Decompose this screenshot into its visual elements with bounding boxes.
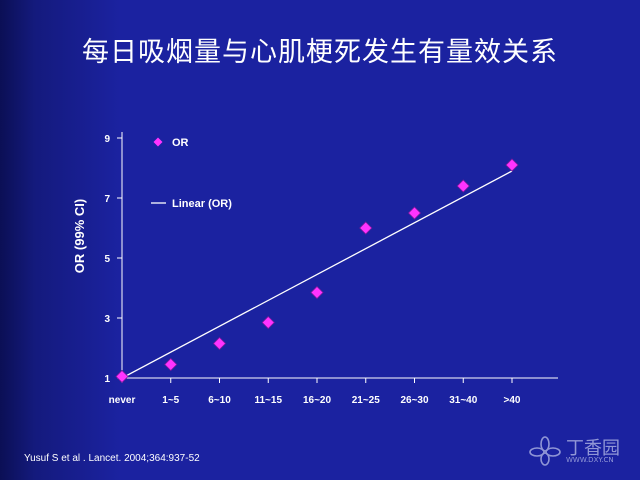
x-tick-label: 16~20	[303, 395, 332, 406]
x-tick-label: 26~30	[400, 395, 429, 406]
watermark-text: 丁香园	[566, 438, 620, 459]
x-tick-label: 31~40	[449, 395, 478, 406]
y-axis-label: OR (99% CI)	[72, 199, 87, 273]
x-tick-label: >40	[504, 395, 521, 406]
x-tick-label: never	[109, 395, 136, 406]
y-tick-label: 1	[104, 374, 110, 385]
legend-diamond-marker	[153, 137, 163, 147]
x-tick-label: 6~10	[208, 395, 231, 406]
or-data-point	[505, 158, 519, 172]
y-tick-label: 3	[104, 314, 110, 325]
or-data-point	[310, 285, 324, 300]
y-tick-label: 5	[104, 254, 110, 265]
watermark-subtext: WWW.DXY.CN	[566, 456, 614, 464]
y-tick-label: 7	[104, 194, 110, 205]
legend-label-linear: Linear (OR)	[172, 198, 232, 210]
legend-label-or: OR	[172, 137, 189, 149]
y-tick-label: 9	[104, 134, 110, 145]
or-data-point	[407, 206, 422, 220]
citation-text: Yusuf S et al . Lancet. 2004;364:937-52	[24, 453, 200, 464]
trend-line	[121, 170, 513, 379]
or-data-point	[456, 179, 470, 193]
flower-logo-icon	[529, 436, 561, 466]
or-data-point	[164, 357, 178, 372]
or-data-point	[115, 369, 129, 384]
or-data-point	[261, 315, 275, 330]
x-tick-label: 21~25	[352, 395, 381, 406]
or-data-point	[359, 221, 373, 235]
slide-title: 每日吸烟量与心肌梗死发生有量效关系	[82, 37, 558, 68]
x-tick-label: 1~5	[162, 395, 179, 406]
or-data-point	[212, 336, 227, 351]
watermark: 丁香园 WWW.DXY.CN	[522, 432, 632, 470]
x-tick-label: 11~15	[254, 395, 282, 406]
